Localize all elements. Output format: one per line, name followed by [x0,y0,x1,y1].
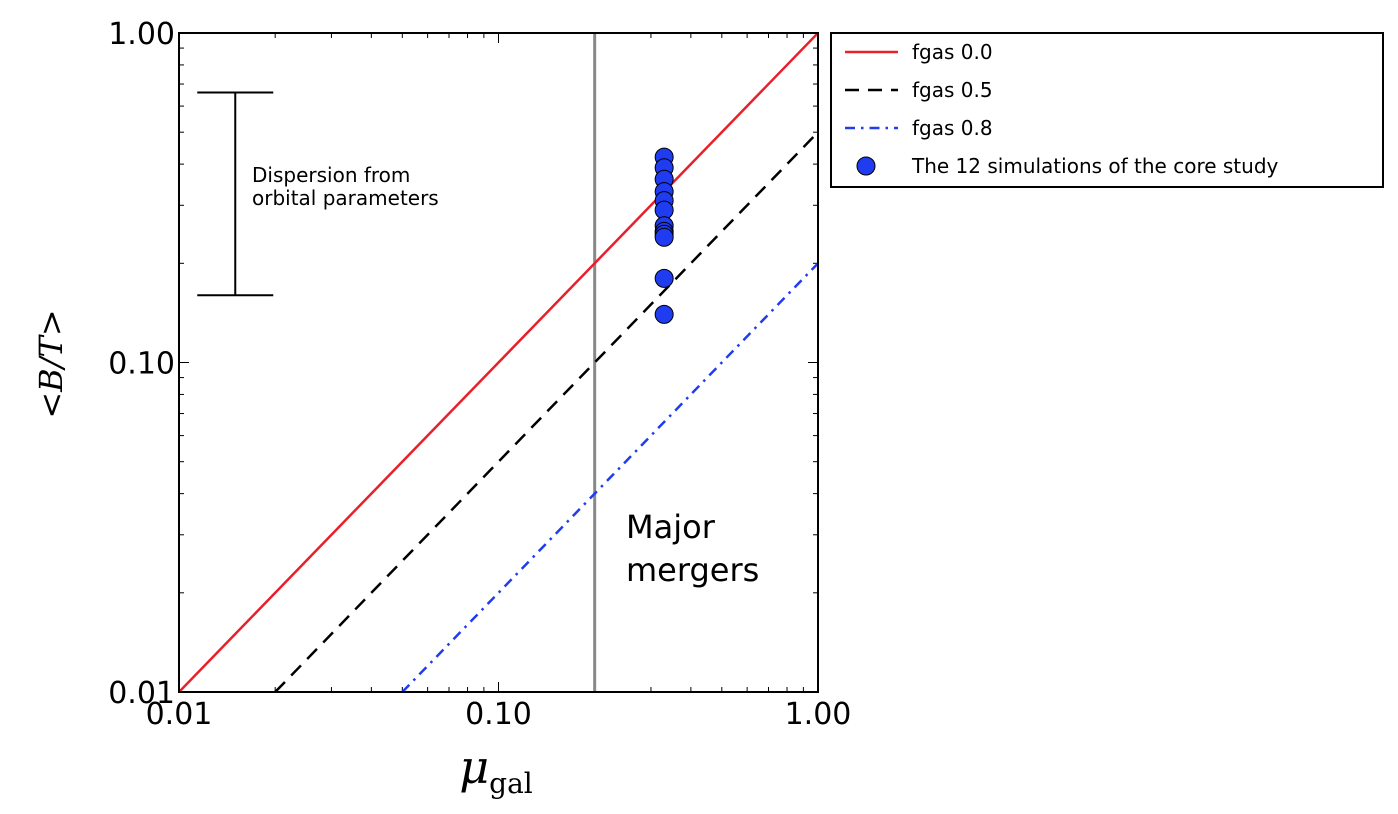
major-mergers-label-line2: mergers [626,551,759,589]
x-tick-label: 0.01 [146,697,213,732]
simulation-point [654,304,674,324]
series-line-fgas-0-8 [401,262,818,692]
y-tick-label: 0.10 [108,347,175,382]
legend-label-fgas-0-0: fgas 0.0 [912,40,993,64]
x-tick-labels: 0.01 0.10 1.00 [146,697,852,732]
major-mergers-label-line1: Major [626,508,716,546]
legend-label-fgas-0-8: fgas 0.8 [912,116,993,140]
legend-swatch-simulations [856,156,876,176]
x-axis-title-main: μ [459,740,489,794]
plot-frame [178,32,819,693]
series-line-fgas-0-5 [274,131,818,692]
simulation-point [654,268,674,288]
y-tick-labels: 0.01 0.10 1.00 [108,17,175,711]
legend: fgas 0.0 fgas 0.5 fgas 0.8 The 12 simula… [830,32,1384,188]
x-tick-label: 0.10 [465,697,532,732]
legend-label-simulations: The 12 simulations of the core study [911,154,1279,178]
legend-label-fgas-0-5: fgas 0.5 [912,78,993,102]
dispersion-label-line1: Dispersion from [252,163,410,187]
series-line-fgas-0-0 [179,33,818,692]
plot-layer [178,32,819,693]
y-tick-label: 1.00 [108,17,175,52]
simulation-point [654,227,674,247]
dispersion-label-line2: orbital parameters [252,186,439,210]
legend-box [830,32,1384,188]
x-axis-title: μgal [459,740,533,800]
y-tick-label: 0.01 [108,676,175,711]
x-tick-label: 1.00 [785,697,852,732]
y-axis-title: <B/T> [32,309,70,418]
x-axis-title-sub: gal [489,767,533,800]
